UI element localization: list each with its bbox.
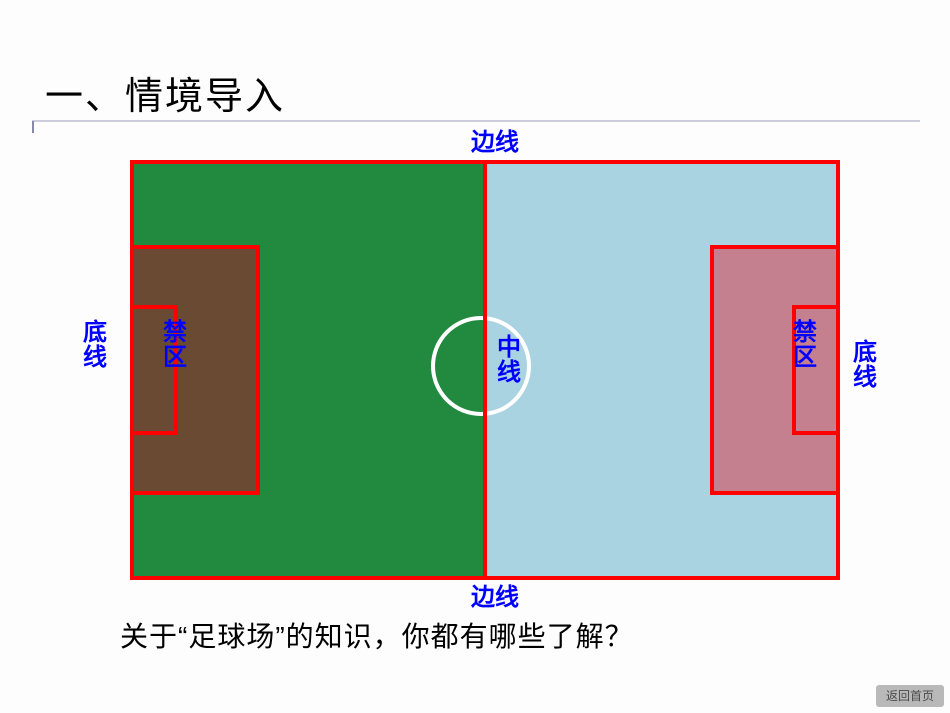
label-left-penalty: 禁区	[160, 320, 190, 370]
label-right-endline-text: 底线	[850, 340, 880, 390]
label-top-sideline: 边线	[465, 130, 525, 155]
label-left-penalty-text: 禁区	[160, 320, 190, 370]
return-home-button[interactable]: 返回首页	[876, 685, 944, 707]
title-underline	[32, 120, 920, 122]
question-text: 关于“足球场”的知识，你都有哪些了解？	[120, 615, 634, 655]
label-bottom-sideline: 边线	[465, 585, 525, 610]
soccer-field	[130, 160, 840, 580]
label-right-penalty: 禁区	[790, 320, 820, 370]
label-left-endline-text: 底线	[80, 320, 110, 370]
label-right-penalty-text: 禁区	[790, 320, 820, 370]
label-center-text: 中线	[494, 335, 524, 385]
title-tick	[32, 121, 34, 133]
section-title: 一、情境导入	[45, 65, 285, 120]
label-left-endline: 底线	[80, 320, 110, 370]
field-border	[130, 160, 840, 580]
label-right-endline: 底线	[850, 340, 880, 390]
label-center: 中线	[494, 335, 524, 385]
